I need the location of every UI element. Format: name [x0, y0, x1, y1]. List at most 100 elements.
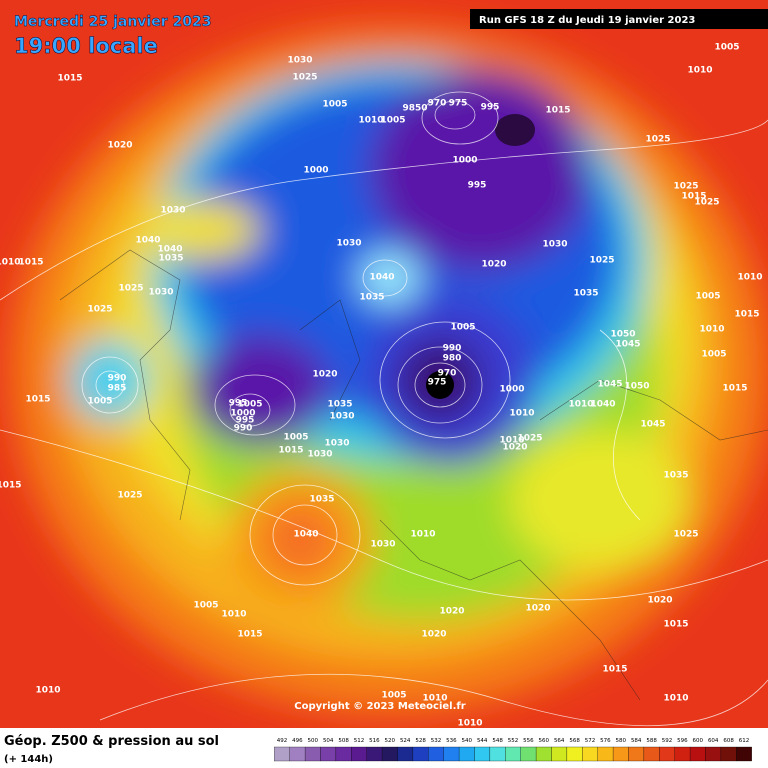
- pressure-label: 1035: [327, 400, 352, 410]
- pressure-label: 1015: [18, 258, 43, 268]
- scale-swatch: [474, 746, 491, 762]
- scale-label: 508: [338, 738, 349, 744]
- pressure-label: 1025: [673, 182, 698, 192]
- pressure-label: 1005: [283, 433, 308, 443]
- pressure-label: 1030: [307, 450, 332, 460]
- scale-label: 612: [739, 738, 750, 744]
- scale-swatch: [720, 746, 737, 762]
- scale-label: 516: [369, 738, 380, 744]
- scale-swatch: [597, 746, 614, 762]
- pressure-label: 1040: [293, 530, 318, 540]
- scale-label: 584: [631, 738, 642, 744]
- pressure-label: 1010: [687, 66, 712, 76]
- pressure-label: 1010: [509, 409, 534, 419]
- pressure-label: 1010: [568, 400, 593, 410]
- scale-swatch: [428, 746, 444, 762]
- scale-swatch: [520, 746, 537, 762]
- scale-swatch: [304, 746, 321, 762]
- scale-label: 500: [308, 738, 319, 744]
- scale-swatch: [443, 746, 460, 762]
- pressure-label: 1005: [322, 100, 347, 110]
- scale-swatch: [274, 746, 290, 762]
- pressure-label: 995: [468, 181, 487, 191]
- run-info: Run GFS 18 Z du Jeudi 19 janvier 2023: [479, 15, 695, 26]
- scale-swatch: [582, 746, 598, 762]
- pressure-label: 1010: [410, 530, 435, 540]
- pressure-label: 1010: [35, 686, 60, 696]
- geopotential-field: [0, 0, 768, 728]
- pressure-label: 1025: [117, 491, 142, 501]
- scale-swatch: [366, 746, 383, 762]
- pressure-label: 1045: [597, 380, 622, 390]
- copyright: Copyright © 2023 Meteociel.fr: [294, 701, 465, 712]
- pressure-label: 1005: [450, 323, 475, 333]
- scale-label: 548: [492, 738, 503, 744]
- pressure-label: 990: [108, 374, 127, 384]
- scale-label: 604: [708, 738, 719, 744]
- scale-label: 588: [646, 738, 657, 744]
- pressure-label: 1030: [542, 240, 567, 250]
- isobars: [0, 91, 768, 727]
- pressure-label: 1020: [647, 596, 672, 606]
- pressure-label: 1020: [421, 630, 446, 640]
- pressure-label: 1035: [309, 495, 334, 505]
- pressure-label: 1025: [292, 73, 317, 83]
- pressure-label: 985: [108, 384, 127, 394]
- scale-swatch: [566, 746, 583, 762]
- scale-swatch: [412, 746, 429, 762]
- pressure-label: 1025: [118, 284, 143, 294]
- pressure-label: 1005: [695, 292, 720, 302]
- pressure-label: 1005: [701, 350, 726, 360]
- scale-label: 528: [415, 738, 426, 744]
- scale-label: 552: [508, 738, 519, 744]
- scale-swatch: [381, 746, 398, 762]
- pressure-label: 1015: [734, 310, 759, 320]
- scale-swatch: [335, 746, 352, 762]
- pressure-label: 1030: [287, 56, 312, 66]
- pressure-label: 1005: [237, 400, 262, 410]
- pressure-label: 1030: [329, 412, 354, 422]
- scale-label: 556: [523, 738, 534, 744]
- pressure-label: 970: [438, 369, 457, 379]
- forecast-range: (+ 144h): [4, 754, 53, 765]
- chart-caption: Géop. Z500 & pression au sol: [4, 734, 219, 749]
- pressure-label: 1010: [699, 325, 724, 335]
- scale-label: 564: [554, 738, 565, 744]
- pressure-label: 1020: [502, 443, 527, 453]
- scale-label: 596: [677, 738, 688, 744]
- scale-label: 504: [323, 738, 334, 744]
- scale-label: 536: [446, 738, 457, 744]
- pressure-label: 1010: [221, 610, 246, 620]
- pressure-label: 1035: [158, 254, 183, 264]
- pressure-label: 1000: [452, 156, 477, 166]
- scale-label: 580: [616, 738, 627, 744]
- scale-swatch: [351, 746, 367, 762]
- pressure-label: 1000: [499, 385, 524, 395]
- pressure-label: 1005: [714, 43, 739, 53]
- pressure-label: 1015: [278, 446, 303, 456]
- scale-swatch: [289, 746, 306, 762]
- scale-swatch: [535, 746, 552, 762]
- pressure-label: 1030: [324, 439, 349, 449]
- pressure-label: 1045: [615, 340, 640, 350]
- pressure-label: 1015: [57, 74, 82, 84]
- pressure-label: 1045: [640, 420, 665, 430]
- scale-swatch: [736, 746, 752, 762]
- pressure-label: 1005: [380, 116, 405, 126]
- scale-label: 576: [600, 738, 611, 744]
- pressure-label: 995: [236, 416, 255, 426]
- pressure-label: 1015: [237, 630, 262, 640]
- pressure-label: 990: [443, 344, 462, 354]
- scale-swatch: [458, 746, 475, 762]
- pressure-label: 980: [443, 354, 462, 364]
- scale-label: 540: [462, 738, 473, 744]
- scale-swatch: [397, 746, 414, 762]
- pressure-label: 995: [481, 103, 500, 113]
- pressure-label: 1015: [545, 106, 570, 116]
- pressure-label: 1015: [25, 395, 50, 405]
- pressure-label: 1035: [359, 293, 384, 303]
